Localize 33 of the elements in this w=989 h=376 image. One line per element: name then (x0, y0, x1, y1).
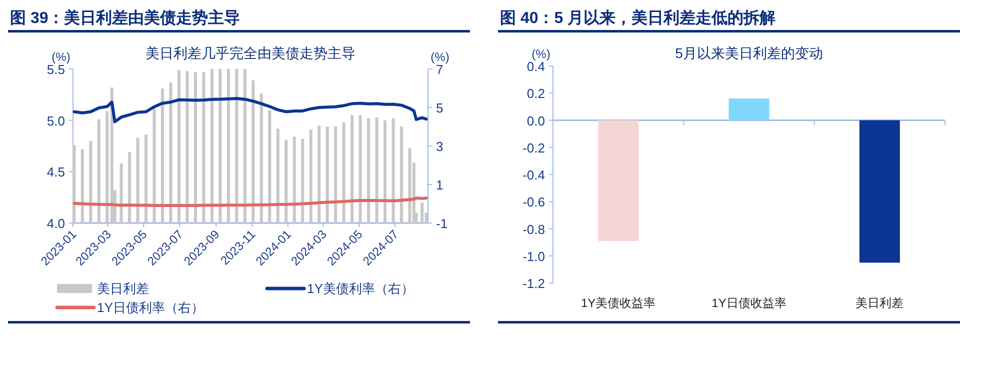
legend-label: 1Y美债利率（右） (307, 281, 414, 296)
y-tick-label: 4.5 (46, 164, 65, 180)
x-tick-label: 1Y美债收益率 (580, 296, 656, 310)
y2-tick-label: -1 (436, 216, 448, 231)
x-tick-label: 1Y日债收益率 (712, 296, 786, 310)
y2-tick-label: 7 (436, 62, 444, 77)
chart-subtitle: 美日利差几乎完全由美债走势主导 (146, 45, 356, 61)
y-tick-label: -0.2 (522, 140, 545, 156)
y2-tick-label: 5 (436, 100, 444, 116)
y-tick-label: -1.0 (522, 248, 545, 264)
y-tick-label: 4.0 (46, 216, 65, 231)
y-axis-title: (%) (532, 47, 550, 61)
y-tick-label: 0.0 (526, 113, 545, 128)
chart-subtitle: 5月以来美日利差的变动 (675, 45, 823, 61)
y-axis-title: (%) (52, 50, 70, 64)
y-tick-label: 5.5 (46, 62, 65, 77)
y-tick-label: -1.2 (522, 276, 545, 291)
y-tick-label: -0.4 (522, 168, 545, 182)
y-tick-label: 0.4 (526, 59, 545, 74)
line-series (72, 96, 428, 124)
y2-tick-label: 1 (436, 178, 444, 192)
chart-title: 图 40：5 月以来，美日利差走低的拆解 (500, 8, 776, 27)
x-tick-label: 美日利差 (856, 296, 904, 310)
y-tick-label: 5.0 (46, 113, 65, 128)
legend-label: 1Y日债利率（右） (97, 300, 204, 315)
line-series (72, 196, 428, 207)
legend-label: 美日利差 (97, 281, 149, 296)
y-tick-label: -0.6 (522, 194, 545, 210)
y-tick-label: -0.8 (522, 222, 545, 237)
y2-tick-label: 3 (436, 139, 444, 154)
chart-title: 图 39：美日利差由美债走势主导 (10, 8, 240, 27)
y-tick-label: 0.2 (526, 86, 545, 102)
y2-axis-title: (%) (430, 50, 450, 64)
